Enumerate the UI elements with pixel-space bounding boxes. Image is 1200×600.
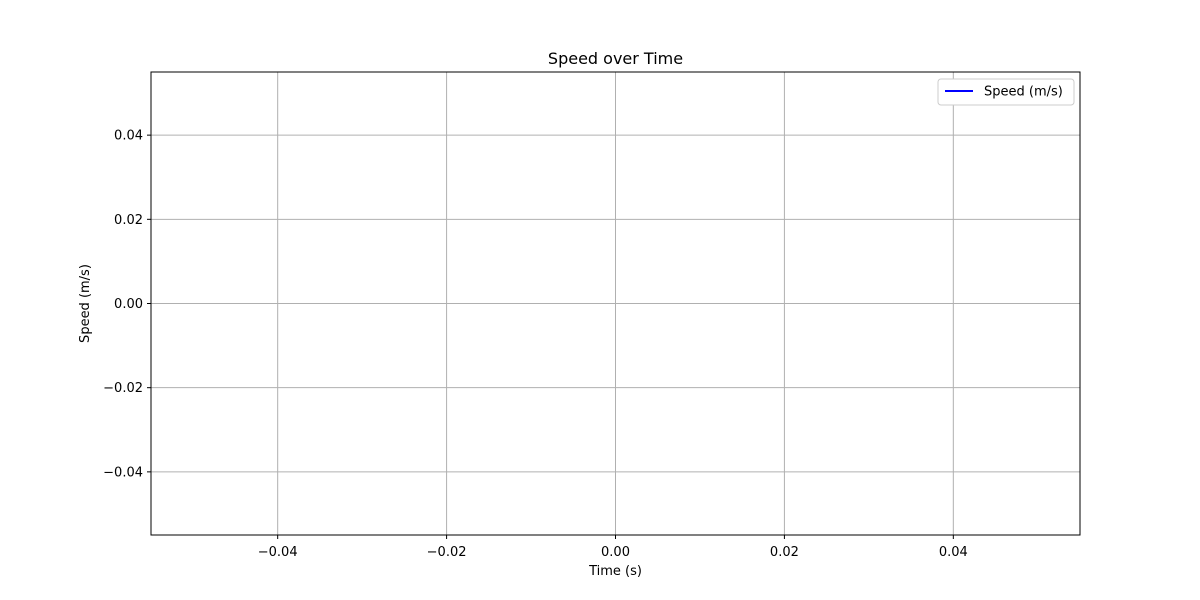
y-tick-label-4: 0.04 bbox=[114, 129, 143, 144]
y-tick-label-0: −0.04 bbox=[103, 465, 143, 480]
legend-box bbox=[937, 78, 1075, 106]
x-tick-label-3: 0.02 bbox=[770, 545, 799, 560]
y-tick-label-3: 0.02 bbox=[114, 213, 143, 228]
x-tick-label-4: 0.04 bbox=[939, 545, 968, 560]
grid-lines bbox=[151, 72, 1080, 535]
legend: Speed (m/s) bbox=[937, 78, 1075, 106]
x-axis-label: Time (s) bbox=[588, 564, 642, 579]
y-axis-label: Speed (m/s) bbox=[78, 264, 93, 343]
legend-label-speed: Speed (m/s) bbox=[984, 85, 1063, 100]
x-tick-label-0: −0.04 bbox=[258, 545, 298, 560]
y-tick-label-1: −0.02 bbox=[103, 381, 143, 396]
x-tick-label-1: −0.02 bbox=[427, 545, 467, 560]
x-tick-label-2: 0.00 bbox=[601, 545, 630, 560]
y-tick-label-2: 0.00 bbox=[114, 297, 143, 312]
chart-title: Speed over Time bbox=[548, 49, 683, 68]
tick-layer: −0.04 −0.02 0.00 0.02 0.04 −0.04 −0.02 0.00 0.02… bbox=[103, 129, 968, 560]
